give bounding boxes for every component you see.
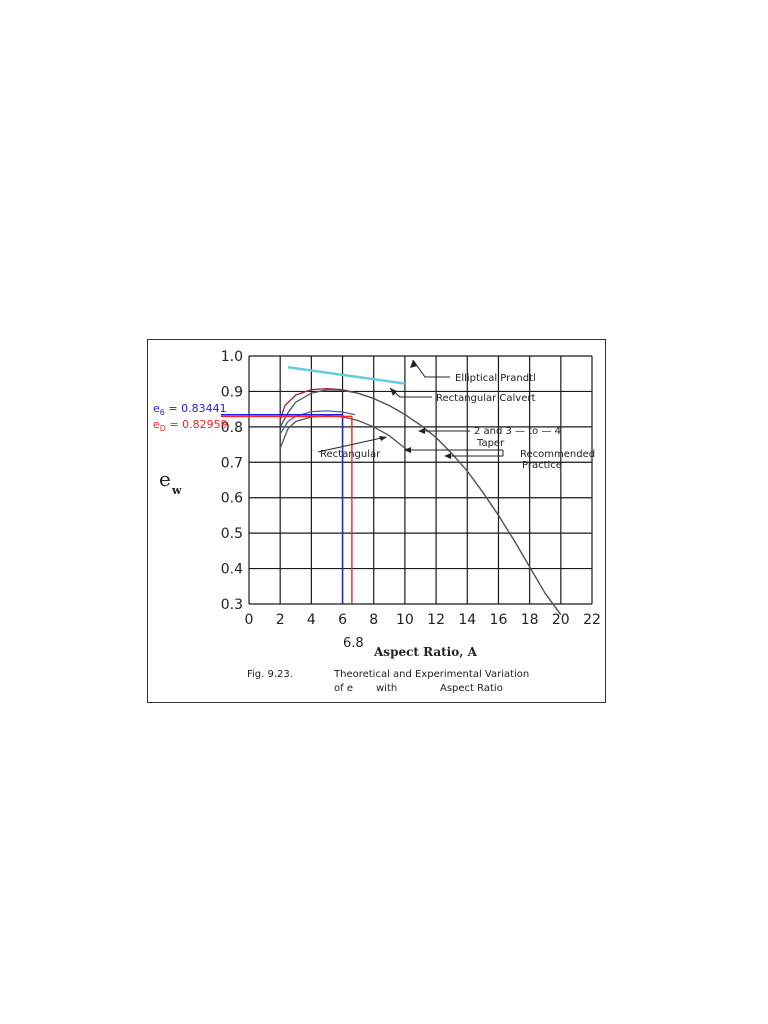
marker-label: eD = 0.82959 — [153, 418, 228, 433]
annotation-elliptical: Elliptical Prandtl — [455, 373, 536, 384]
annotation-recommended-line1: Recommended — [520, 449, 595, 460]
leader-elliptical — [412, 359, 450, 378]
y-tick-label: 0.9 — [221, 384, 243, 400]
caption-line1: Theoretical and Experimental Variation — [333, 669, 529, 680]
y-tick-label: 0.5 — [221, 526, 243, 542]
annotation-calvert: Rectangular Calvert — [436, 393, 535, 404]
marker-label: e6 = 0.83441 — [153, 402, 227, 417]
series-line — [279, 387, 562, 615]
annotation-rectangular: Rectangular — [320, 449, 381, 460]
x-tick-label: 2 — [276, 612, 285, 628]
leader-rectangular — [317, 436, 387, 453]
caption-line2-a: of e — [334, 683, 353, 694]
y-tick-label: 0.3 — [221, 597, 243, 613]
arrowhead-recommended-a — [404, 447, 411, 453]
y-tick-label: 0.4 — [221, 562, 243, 578]
figure-frame — [147, 339, 606, 703]
arrowhead-rectangular — [379, 436, 387, 441]
annotation-taper-line2: Taper — [476, 438, 505, 449]
annotation-arrowheads — [379, 360, 451, 459]
x-tick-label: 16 — [490, 612, 508, 628]
x-tick-label: 8 — [369, 612, 378, 628]
y-axis-label: e — [159, 467, 171, 491]
leader-recommended-b — [445, 450, 504, 457]
caption-line2-c: Aspect Ratio — [440, 683, 503, 694]
arrowhead-calvert — [390, 388, 397, 396]
x-tick-label: 10 — [396, 612, 414, 628]
y-tick-label: 0.7 — [221, 455, 243, 471]
x-tick-label: 0 — [245, 612, 254, 628]
x-tick-label: 6 — [338, 612, 347, 628]
series-line — [287, 366, 406, 385]
x-marker-label: 6.8 — [343, 636, 364, 651]
x-tick-label: 22 — [583, 612, 601, 628]
leader-calvert — [389, 387, 432, 398]
arrowhead-taper — [418, 428, 425, 434]
series-line — [279, 410, 356, 435]
x-tick-label: 14 — [458, 612, 476, 628]
annotation-taper-line1: 2 and 3 — to — 4 — [474, 426, 561, 437]
caption-line2-b: with — [376, 683, 397, 694]
annotation-recommended-line2: Practice — [522, 460, 562, 471]
arrowhead-recommended-b — [444, 453, 451, 459]
y-tick-label: 1.0 — [221, 349, 243, 365]
x-tick-label: 4 — [307, 612, 316, 628]
series-line — [279, 389, 562, 615]
x-tick-label: 20 — [552, 612, 570, 628]
x-tick-label: 12 — [427, 612, 445, 628]
x-tick-label: 18 — [521, 612, 539, 628]
caption-fig-number: Fig. 9.23. — [247, 669, 293, 680]
y-axis-label-sub: w — [171, 484, 182, 497]
annotation-leaders — [317, 359, 504, 457]
chart-series — [279, 366, 562, 615]
x-axis-label: Aspect Ratio, A — [373, 645, 478, 659]
y-tick-label: 0.8 — [221, 420, 243, 436]
chart-ticks: 0 2 4 6 8 10 12 14 16 18 20 22 0.3 0.4 0.5 0.6 0.7 0.8 0.9… — [221, 349, 601, 628]
arrowhead-elliptical — [410, 360, 417, 368]
y-tick-label: 0.6 — [221, 491, 243, 507]
